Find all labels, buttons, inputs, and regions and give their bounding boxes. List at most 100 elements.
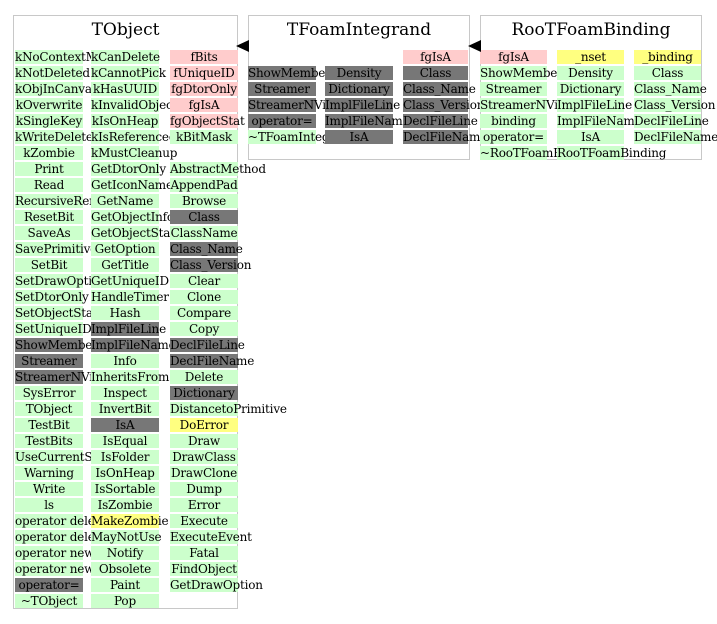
tobject-column-3: fBits fUniqueID fgDtorOnly fgIsA fgObjectSta… — [170, 50, 287, 594]
member-fgisa: fgIsA — [480, 50, 547, 64]
member-funiqueid: fUniqueID — [170, 66, 238, 80]
member-streamernvirtual: StreamerNVirtual — [15, 370, 122, 384]
member-classname: ClassName — [170, 226, 238, 240]
member-inspect: Inspect — [91, 386, 159, 400]
member-class_name: Class_Name — [403, 82, 476, 96]
member-distancetoprimitive: DistancetoPrimitive — [170, 402, 287, 416]
member-isonheap: IsOnHeap — [91, 466, 159, 480]
member-usecurrentstyle: UseCurrentStyle — [15, 450, 115, 464]
member-error: Error — [170, 498, 238, 512]
member-rootfoambinding: RooTFoamBinding — [557, 146, 667, 160]
member--tobject: ~TObject — [15, 594, 83, 608]
member-isfolder: IsFolder — [91, 450, 159, 464]
member-implfileline: ImplFileLine — [325, 98, 400, 112]
member-resetbit: ResetBit — [15, 210, 83, 224]
member-maynotuse: MayNotUse — [91, 530, 162, 544]
member-class_version: Class_Version — [170, 258, 252, 272]
member-tobject: TObject — [15, 402, 83, 416]
member-testbits: TestBits — [15, 434, 83, 448]
member-kisonheap: kIsOnHeap — [91, 114, 159, 128]
member-setdrawoption: SetDrawOption — [15, 274, 107, 288]
member-saveprimitive: SavePrimitive — [15, 242, 98, 256]
inheritance-arrow-rootfoambinding-to-tfoamintegrand — [468, 40, 481, 52]
member-getname: GetName — [91, 194, 159, 208]
member-class_version: Class_Version — [403, 98, 485, 112]
member-executeevent: ExecuteEvent — [170, 530, 252, 544]
class-title-tfoamintegrand: TFoamIntegrand — [286, 20, 432, 40]
member-invertbit: InvertBit — [91, 402, 159, 416]
member-warning: Warning — [15, 466, 83, 480]
member-isa: IsA — [557, 130, 624, 144]
member--tfoamintegrand: ~TFoamIntegrand — [248, 130, 357, 144]
member-kmustcleanup: kMustCleanup — [91, 146, 178, 160]
member-streamer: Streamer — [480, 82, 547, 96]
member-declfilename: DeclFileName — [403, 130, 488, 144]
member-isa: IsA — [91, 418, 159, 432]
member-issortable: IsSortable — [91, 482, 159, 496]
member-operator-new: operator new — [15, 546, 95, 560]
member-draw: Draw — [170, 434, 238, 448]
inheritance-arrow-tfoamintegrand-to-tobject — [236, 40, 249, 52]
member-compare: Compare — [170, 306, 238, 320]
rootfoambinding-column-3: _binding Class Class_Name Class_Version Decl… — [634, 50, 717, 146]
member-testbit: TestBit — [15, 418, 83, 432]
member-declfileline: DeclFileLine — [170, 338, 245, 352]
member-class_version: Class_Version — [634, 98, 716, 112]
member-declfileline: DeclFileLine — [403, 114, 478, 128]
member--rootfoambinding: ~RooTFoamBinding — [480, 146, 600, 160]
member-getdrawoption: GetDrawOption — [170, 578, 263, 592]
member-showmembers: ShowMembers — [15, 338, 104, 352]
member-_nset: _nset — [557, 50, 624, 64]
member-_binding: _binding — [634, 50, 701, 64]
member-fgobjectstat: fgObjectStat — [170, 114, 245, 128]
member-showmembers: ShowMembers — [248, 66, 337, 80]
member-declfileline: DeclFileLine — [634, 114, 709, 128]
member-getobjectinfo: GetObjectInfo — [91, 210, 174, 224]
member-declfilename: DeclFileName — [634, 130, 717, 144]
member-streamer: Streamer — [248, 82, 316, 96]
member-abstractmethod: AbstractMethod — [170, 162, 266, 176]
member-implfilename: ImplFileName — [91, 338, 176, 352]
member-getdtoronly: GetDtorOnly — [91, 162, 166, 176]
member-ls: ls — [15, 498, 83, 512]
member-fatal: Fatal — [170, 546, 238, 560]
member-dump: Dump — [170, 482, 238, 496]
member-print: Print — [15, 162, 83, 176]
member-streamernvirtual: StreamerNVirtual — [248, 98, 355, 112]
member-knotdeleted: kNotDeleted — [15, 66, 90, 80]
member-clear: Clear — [170, 274, 238, 288]
member-koverwrite: kOverwrite — [15, 98, 83, 112]
member-clone: Clone — [170, 290, 238, 304]
member-density: Density — [557, 66, 624, 80]
member-delete: Delete — [170, 370, 238, 384]
member-operator-: operator= — [248, 114, 316, 128]
member-write: Write — [15, 482, 83, 496]
member-knocontextmenu: kNoContextMenu — [15, 50, 120, 64]
member-kisreferenced: kIsReferenced — [91, 130, 177, 144]
member-getoption: GetOption — [91, 242, 159, 256]
member-paint: Paint — [91, 578, 159, 592]
member-handletimer: HandleTimer — [91, 290, 169, 304]
member-browse: Browse — [170, 194, 238, 208]
member-class_name: Class_Name — [634, 82, 707, 96]
member-setdtoronly: SetDtorOnly — [15, 290, 89, 304]
member-operator-delete-: operator delete[] — [15, 530, 116, 544]
member-read: Read — [15, 178, 83, 192]
member-appendpad: AppendPad — [170, 178, 238, 192]
tobject-column-1: kNoContextMenu kNotDeleted kObjInCanvas kOv… — [15, 50, 122, 610]
class-title-tobject: TObject — [91, 20, 160, 40]
member-streamer: Streamer — [15, 354, 83, 368]
member-gettitle: GetTitle — [91, 258, 159, 272]
member-operator-: operator= — [480, 130, 547, 144]
member-kinvalidobject: kInvalidObject — [91, 98, 178, 112]
member-class: Class — [634, 66, 701, 80]
member-saveas: SaveAs — [15, 226, 83, 240]
tfoamintegrand-column-2: Density Dictionary ImplFileLine ImplFileNam… — [325, 66, 410, 146]
member-execute: Execute — [170, 514, 238, 528]
member-fgdtoronly: fgDtorOnly — [170, 82, 238, 96]
member-doerror: DoError — [170, 418, 238, 432]
member-khasuuid: kHasUUID — [91, 82, 159, 96]
member-hash: Hash — [91, 306, 159, 320]
member-drawclass: DrawClass — [170, 450, 238, 464]
member-getuniqueid: GetUniqueID — [91, 274, 169, 288]
